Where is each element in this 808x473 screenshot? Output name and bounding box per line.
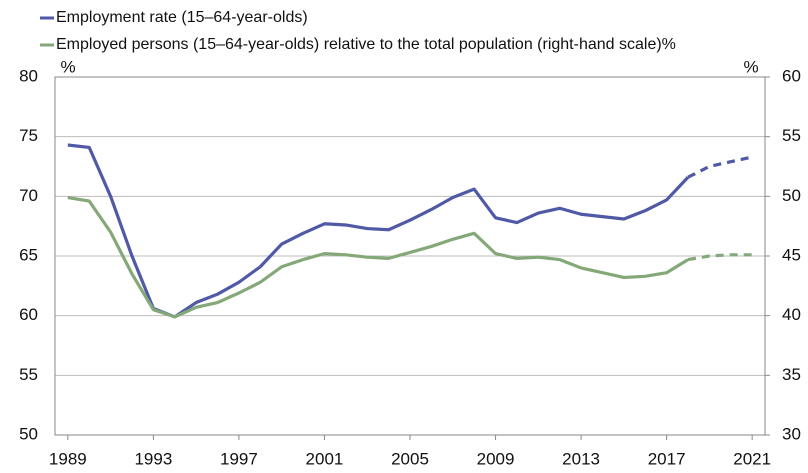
- forecast-line: [687, 155, 753, 179]
- y-tick-label: 70: [19, 186, 38, 205]
- plot-frame: [54, 76, 766, 436]
- y-tick-label: 50: [19, 424, 38, 443]
- x-tick-label: 2017: [648, 449, 686, 468]
- y-tick-label: 80: [19, 66, 38, 85]
- x-tick-label: 1993: [134, 449, 172, 468]
- x-tick-label: 2009: [477, 449, 515, 468]
- x-tick-label: 1989: [49, 449, 87, 468]
- x-tick-label: 1997: [220, 449, 258, 468]
- series-line: [67, 195, 689, 319]
- x-tick-label: 2005: [391, 449, 429, 468]
- x-tick-label: 2013: [562, 449, 600, 468]
- series-line: [67, 143, 690, 319]
- y-tick-label: 55: [19, 365, 38, 384]
- y-tick-label: 60: [19, 305, 38, 324]
- y2-tick-label: 30: [782, 424, 801, 443]
- y-tick-label: 65: [19, 245, 38, 264]
- y2-tick-label: 40: [782, 305, 801, 324]
- y2-tick-label: 50: [782, 186, 801, 205]
- forecast-line: [687, 253, 753, 262]
- y-tick-label: 75: [19, 126, 38, 145]
- y-unit: %: [60, 57, 75, 76]
- legend-label: Employed persons (15–64-year-olds) relat…: [56, 36, 676, 53]
- x-tick-label: 2021: [733, 449, 771, 468]
- x-tick-label: 2001: [306, 449, 344, 468]
- legend-label: Employment rate (15–64-year-olds): [56, 9, 308, 26]
- y2-unit: %: [743, 57, 758, 76]
- y2-tick-label: 45: [782, 245, 801, 264]
- y2-tick-label: 60: [782, 66, 801, 85]
- y2-tick-label: 55: [782, 126, 801, 145]
- y2-tick-label: 35: [782, 365, 801, 384]
